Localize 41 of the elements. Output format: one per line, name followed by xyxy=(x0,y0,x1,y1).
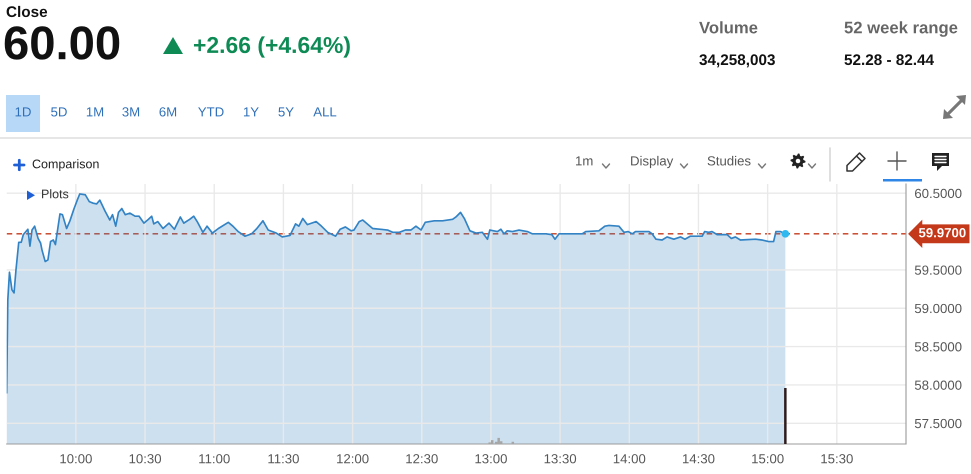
ref-line-label: 59.9700 xyxy=(918,228,966,238)
text: ALL xyxy=(313,107,336,116)
x-tick-label: 12:30 xyxy=(406,454,438,464)
x-tick-label: 11:30 xyxy=(268,454,299,464)
x-tick-label: 14:00 xyxy=(614,454,646,464)
text: +2.66 (+4.64%) xyxy=(194,36,350,58)
chart-title: Close xyxy=(6,6,48,18)
x-tick-label: 13:30 xyxy=(544,454,576,464)
text: 6M xyxy=(160,107,176,117)
x-tick-label: 10:30 xyxy=(130,454,162,464)
y-tick-label: 59.5000 xyxy=(914,265,962,275)
y-tick-label: 60.5000 xyxy=(915,188,962,198)
text: Studies xyxy=(708,156,751,166)
text: 1m xyxy=(576,156,592,166)
x-tick-label: 14:30 xyxy=(682,454,714,464)
text: YTD xyxy=(198,107,224,116)
y-tick-label: 58.5000 xyxy=(914,342,962,352)
y-tick-label: 59.0000 xyxy=(914,304,962,314)
text: 5Y xyxy=(278,107,294,117)
text: 1D xyxy=(16,107,31,116)
chart-subtitle: 60.00 xyxy=(4,26,120,60)
y-tick-label: 58.0000 xyxy=(914,380,962,390)
x-tick-label: 12:00 xyxy=(337,454,369,464)
text: 1Y xyxy=(244,107,259,116)
text: Volume xyxy=(699,21,758,34)
x-tick-label: 15:00 xyxy=(752,454,784,464)
y-tick-label: 57.5000 xyxy=(914,418,962,428)
x-tick-label: 11:00 xyxy=(199,454,230,464)
text: 5D xyxy=(51,107,67,117)
x-tick-label: 10:00 xyxy=(60,454,92,464)
text: 1M xyxy=(86,107,104,116)
bar xyxy=(784,388,787,444)
text: 52.28 - 82.44 xyxy=(844,54,934,66)
text: Display xyxy=(631,156,674,168)
annotation: Plots xyxy=(42,189,68,198)
text: 52 week range xyxy=(844,21,958,37)
text: Comparison xyxy=(32,159,99,171)
text: 34,258,003 xyxy=(699,54,775,68)
x-tick-label: 13:00 xyxy=(475,454,507,464)
text: 3M xyxy=(122,107,140,117)
x-tick-label: 15:30 xyxy=(821,454,853,464)
